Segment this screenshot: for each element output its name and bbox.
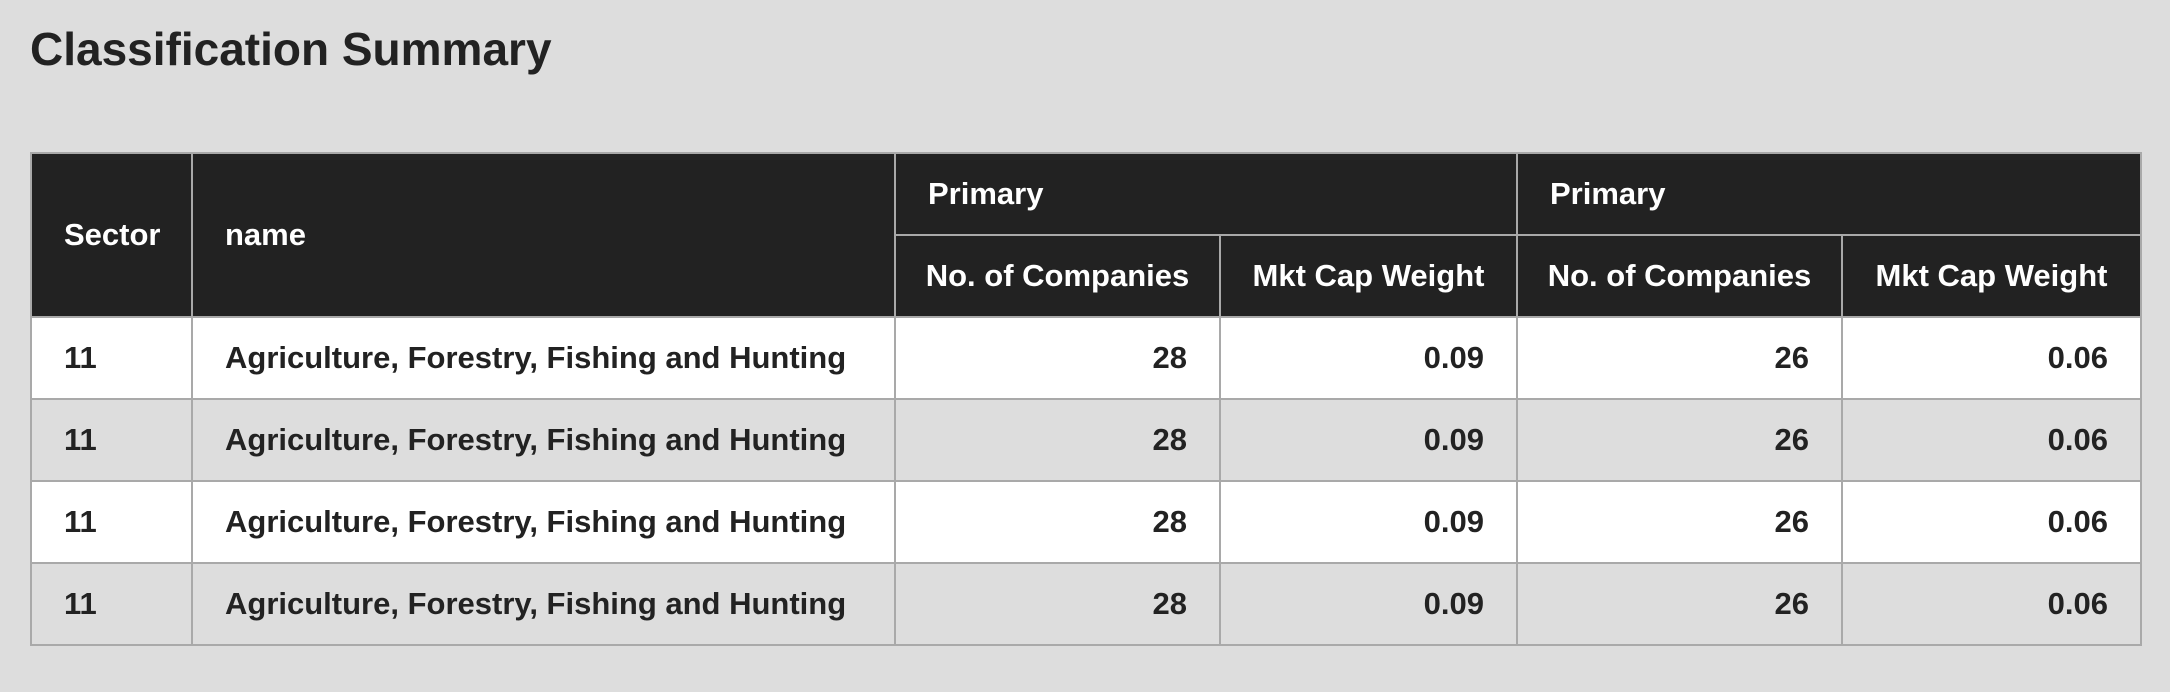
table-header: Sector name Primary Primary No. of Compa… [30, 152, 2142, 318]
table-row: 11 Agriculture, Forestry, Fishing and Hu… [30, 398, 2142, 482]
table-row: 11 Agriculture, Forestry, Fishing and Hu… [30, 316, 2142, 400]
group-header-primary-2: Primary [1516, 152, 2142, 236]
header-row-groups: Sector name Primary Primary [30, 152, 2142, 318]
page-title: Classification Summary [30, 23, 552, 75]
cell-weight-2: 0.06 [1841, 316, 2142, 400]
cell-weight-1: 0.09 [1219, 316, 1518, 400]
group-header-primary-1: Primary [894, 152, 1518, 236]
column-header-weight-2: Mkt Cap Weight [1841, 234, 2142, 318]
cell-sector: 11 [30, 316, 193, 400]
cell-companies-1: 28 [894, 398, 1221, 482]
cell-weight-2: 0.06 [1841, 398, 2142, 482]
column-header-name: name [191, 152, 896, 318]
table-body: 11 Agriculture, Forestry, Fishing and Hu… [30, 316, 2142, 646]
cell-companies-2: 26 [1516, 480, 1843, 564]
classification-summary-table: Sector name Primary Primary No. of Compa… [30, 152, 2142, 646]
column-header-companies-2: No. of Companies [1516, 234, 1843, 318]
cell-companies-2: 26 [1516, 398, 1843, 482]
cell-companies-1: 28 [894, 562, 1221, 646]
cell-companies-2: 26 [1516, 562, 1843, 646]
cell-companies-1: 28 [894, 480, 1221, 564]
cell-sector: 11 [30, 398, 193, 482]
table-row: 11 Agriculture, Forestry, Fishing and Hu… [30, 480, 2142, 564]
cell-sector: 11 [30, 480, 193, 564]
cell-weight-2: 0.06 [1841, 562, 2142, 646]
cell-weight-1: 0.09 [1219, 480, 1518, 564]
cell-weight-1: 0.09 [1219, 398, 1518, 482]
cell-weight-2: 0.06 [1841, 480, 2142, 564]
cell-name: Agriculture, Forestry, Fishing and Hunti… [191, 480, 896, 564]
table-row: 11 Agriculture, Forestry, Fishing and Hu… [30, 562, 2142, 646]
column-header-weight-1: Mkt Cap Weight [1219, 234, 1518, 318]
cell-companies-2: 26 [1516, 316, 1843, 400]
cell-companies-1: 28 [894, 316, 1221, 400]
cell-name: Agriculture, Forestry, Fishing and Hunti… [191, 562, 896, 646]
column-header-sector: Sector [30, 152, 193, 318]
cell-name: Agriculture, Forestry, Fishing and Hunti… [191, 316, 896, 400]
cell-sector: 11 [30, 562, 193, 646]
header-row-subcolumns: No. of Companies Mkt Cap Weight No. of C… [31, 234, 2142, 318]
cell-name: Agriculture, Forestry, Fishing and Hunti… [191, 398, 896, 482]
cell-weight-1: 0.09 [1219, 562, 1518, 646]
column-header-companies-1: No. of Companies [894, 234, 1221, 318]
